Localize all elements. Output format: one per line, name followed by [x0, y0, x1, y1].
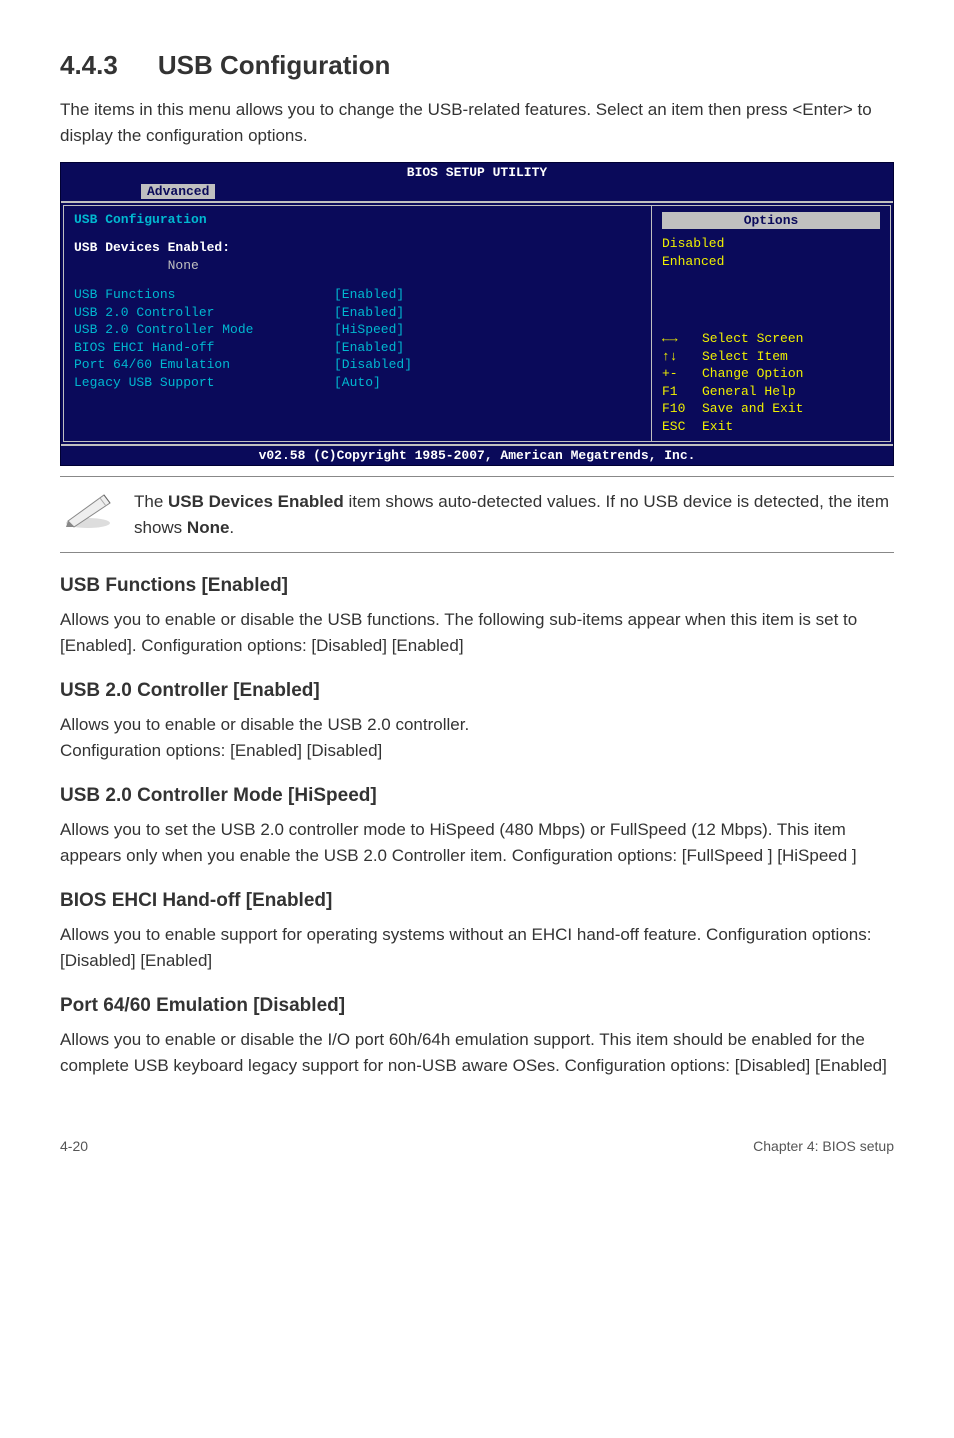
bios-config-row: USB 2.0 Controller Mode[HiSpeed] — [74, 321, 641, 339]
section-number: 4.4.3 — [60, 50, 118, 81]
subsection-heading: USB Functions [Enabled] — [60, 575, 894, 597]
footer-left: 4-20 — [60, 1138, 88, 1154]
subsection-body: Allows you to enable support for operati… — [60, 922, 894, 973]
note-pencil-icon — [60, 489, 116, 529]
subsection-heading: USB 2.0 Controller Mode [HiSpeed] — [60, 785, 894, 807]
bios-nav-row: +-Change Option — [662, 365, 880, 383]
bios-item-label: Legacy USB Support — [74, 374, 334, 392]
subsection-heading: USB 2.0 Controller [Enabled] — [60, 680, 894, 702]
options-title: Options — [662, 212, 880, 229]
bios-nav-key: ↑↓ — [662, 348, 702, 366]
bios-nav-label: Save and Exit — [702, 401, 803, 416]
bios-nav-row: ←→Select Screen — [662, 330, 880, 348]
bios-item-value: [Enabled] — [334, 339, 404, 357]
bios-config-row: Legacy USB Support[Auto] — [74, 374, 641, 392]
subsection-heading: BIOS EHCI Hand-off [Enabled] — [60, 890, 894, 912]
note-callout: The USB Devices Enabled item shows auto-… — [60, 476, 894, 553]
content-sections: USB Functions [Enabled] Allows you to ena… — [60, 575, 894, 1078]
bios-copyright: v02.58 (C)Copyright 1985-2007, American … — [61, 446, 893, 465]
bios-nav-label: Select Item — [702, 349, 788, 364]
bios-nav-row: ↑↓Select Item — [662, 348, 880, 366]
bios-tab-row: Advanced — [61, 182, 893, 201]
section-title: USB Configuration — [158, 50, 391, 80]
bios-nav-row: F10Save and Exit — [662, 400, 880, 418]
bios-option: Disabled — [662, 235, 880, 253]
bios-item-value: [Enabled] — [334, 304, 404, 322]
bios-config-label: USB Configuration — [74, 212, 641, 227]
bios-nav-label: General Help — [702, 384, 796, 399]
bios-right-panel: Options DisabledEnhanced ←→Select Screen… — [651, 205, 891, 442]
bios-devices-value-row: None — [74, 257, 641, 275]
bios-item-label: Port 64/60 Emulation — [74, 356, 334, 374]
note-part3: . — [229, 518, 234, 537]
bios-nav-key: ESC — [662, 418, 702, 436]
bios-item-value: [Auto] — [334, 374, 381, 392]
bios-item-value: [HiSpeed] — [334, 321, 404, 339]
bios-item-label: USB 2.0 Controller — [74, 304, 334, 322]
bios-nav-key: ←→ — [662, 330, 702, 348]
page-footer: 4-20 Chapter 4: BIOS setup — [60, 1138, 894, 1154]
subsection-body: Allows you to enable or disable the USB … — [60, 607, 894, 658]
bios-devices-enabled: USB Devices Enabled: — [74, 239, 641, 257]
note-bold1: USB Devices Enabled — [168, 492, 344, 511]
bios-config-row: USB Functions[Enabled] — [74, 286, 641, 304]
note-part1: The — [134, 492, 168, 511]
note-bold2: None — [187, 518, 230, 537]
bios-item-label: BIOS EHCI Hand-off — [74, 339, 334, 357]
bios-title: BIOS SETUP UTILITY — [61, 163, 893, 182]
bios-item-label: USB 2.0 Controller Mode — [74, 321, 334, 339]
bios-nav-key: F1 — [662, 383, 702, 401]
bios-nav-key: +- — [662, 365, 702, 383]
bios-options-list: DisabledEnhanced — [662, 235, 880, 270]
devices-label: USB Devices Enabled: — [74, 240, 230, 255]
bios-item-label: USB Functions — [74, 286, 334, 304]
bios-nav-label: Exit — [702, 419, 733, 434]
bios-config-row: BIOS EHCI Hand-off[Enabled] — [74, 339, 641, 357]
bios-nav-label: Change Option — [702, 366, 803, 381]
bios-item-value: [Disabled] — [334, 356, 412, 374]
bios-left-panel: USB Configuration USB Devices Enabled: N… — [63, 205, 651, 442]
bios-nav-key: F10 — [662, 400, 702, 418]
subsection-heading: Port 64/60 Emulation [Disabled] — [60, 995, 894, 1017]
bios-screenshot: BIOS SETUP UTILITY Advanced USB Configur… — [60, 162, 894, 466]
bios-option: Enhanced — [662, 253, 880, 271]
intro-text: The items in this menu allows you to cha… — [60, 97, 894, 148]
bios-config-row: Port 64/60 Emulation[Disabled] — [74, 356, 641, 374]
bios-config-row: USB 2.0 Controller[Enabled] — [74, 304, 641, 322]
bios-body: USB Configuration USB Devices Enabled: N… — [61, 201, 893, 446]
bios-item-value: [Enabled] — [334, 286, 404, 304]
bios-nav-row: ESCExit — [662, 418, 880, 436]
devices-value: None — [168, 258, 199, 273]
subsection-body: Allows you to enable or disable the I/O … — [60, 1027, 894, 1078]
bios-nav-label: Select Screen — [702, 331, 803, 346]
subsection-body: Allows you to enable or disable the USB … — [60, 712, 894, 763]
footer-right: Chapter 4: BIOS setup — [753, 1138, 894, 1154]
bios-nav-help: ←→Select Screen↑↓Select Item+-Change Opt… — [662, 330, 880, 435]
bios-config-items: USB Functions[Enabled]USB 2.0 Controller… — [74, 286, 641, 391]
section-heading: 4.4.3 USB Configuration — [60, 50, 894, 81]
bios-tab-advanced: Advanced — [141, 184, 215, 199]
bios-nav-row: F1General Help — [662, 383, 880, 401]
note-text: The USB Devices Enabled item shows auto-… — [134, 489, 894, 540]
subsection-body: Allows you to set the USB 2.0 controller… — [60, 817, 894, 868]
